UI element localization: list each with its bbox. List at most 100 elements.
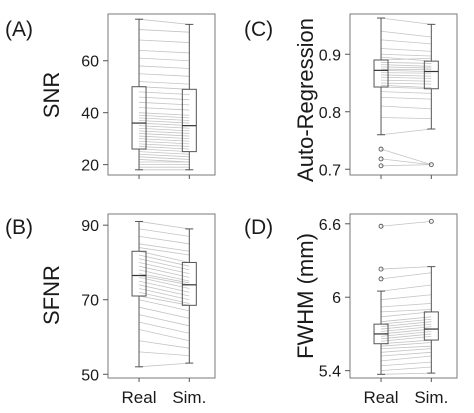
chart-2-ytick-label-2: 90: [81, 218, 99, 235]
chart-2-pair-line-8: [138, 262, 190, 275]
chart-2-pair-line-3: [138, 243, 190, 252]
chart-1-pair-line-18: [381, 86, 432, 90]
chart-0-pair-line-7: [139, 151, 190, 155]
chart-3-pair-line-6: [381, 309, 432, 313]
chart-3-pair-line-12: [380, 326, 432, 332]
chart-2-box-sim-iqr: [181, 261, 197, 306]
chart-2-pair-line-26: [139, 362, 190, 368]
chart-0-ytick-label-0: 20: [81, 158, 99, 175]
chart-3-pair-line-13: [380, 328, 432, 335]
chart-0-box-real-iqr: [131, 86, 147, 150]
chart-3-pair-line-15: [380, 333, 432, 340]
chart-2-panel-label: (B): [5, 216, 33, 239]
chart-2-ytick-label-0: 50: [81, 367, 99, 384]
chart-2-plot-frame: [107, 213, 216, 379]
chart-2-pair-line-22: [138, 321, 190, 334]
chart-1-ylabel: Auto-Regression: [293, 18, 318, 182]
chart-0-panel-label: (A): [5, 18, 33, 41]
chart-0-pair-line-22: [139, 112, 190, 116]
chart-0-pair-line-21: [139, 114, 190, 119]
chart-0-pair-line-24: [139, 101, 190, 106]
chart-1-pair-line-13: [381, 74, 432, 77]
chart-2-pair-line-6: [138, 254, 190, 267]
chart-0-pair-line-14: [139, 133, 190, 137]
chart-1-pair-line-10: [381, 68, 432, 71]
chart-3-ytick-label-1: 6: [332, 290, 341, 307]
chart-3-pair-line-5: [381, 302, 432, 308]
chart-2-xlabel-1: Sim.: [172, 388, 206, 407]
chart-0-pair-line-35: [138, 18, 190, 25]
chart-2-pair-line-18: [138, 295, 190, 306]
chart-0-pair-line-19: [139, 120, 190, 124]
chart-0-pair-line-16: [139, 127, 190, 132]
chart-1-pair-line-12: [381, 72, 432, 74]
chart-2-pair-line-16: [138, 288, 190, 301]
chart-3-box-sim-iqr: [423, 311, 439, 341]
chart-0-pair-line-33: [139, 39, 190, 43]
chart-3-panel-label: (D): [244, 216, 273, 239]
chart-0-pair-line-17: [139, 125, 190, 129]
chart-0-pair-line-29: [139, 73, 190, 77]
chart-0-pair-line-23: [139, 107, 190, 111]
chart-0-pair-line-31: [139, 57, 190, 62]
chart-1-pair-line-8: [381, 64, 432, 67]
chart-3-pair-line-11: [380, 323, 432, 330]
chart-2-pair-line-7: [138, 258, 190, 271]
chart-3-pair-line-21: [381, 351, 432, 357]
chart-1-pair-line-11: [381, 69, 432, 72]
chart-1-pair-line-14: [381, 76, 432, 79]
chart-1-box-real-outlier-1: [378, 156, 384, 162]
chart-0-pair-line-20: [139, 117, 190, 121]
chart-3-ytick-label-2: 6.6: [319, 217, 341, 234]
chart-0-pair-line-4: [139, 159, 190, 163]
chart-1-pair-line-20: [381, 96, 432, 100]
chart-1-pair-line-19: [381, 91, 432, 94]
chart-0-pair-line-25: [139, 96, 190, 101]
chart-1-pair-line-9: [381, 66, 432, 69]
chart-3-box-real-outlier-1: [378, 266, 384, 272]
chart-0-plot-frame: [107, 13, 216, 176]
chart-0-pair-line-26: [139, 91, 190, 95]
chart-2-pair-line-25: [139, 351, 190, 357]
chart-3-pair-line-10: [380, 321, 432, 327]
chart-3-plot-frame: [349, 213, 458, 379]
chart-1-box-real-outlier-0: [378, 146, 384, 152]
chart-3-pair-line-17: [381, 339, 432, 345]
chart-0-pair-line-6: [139, 153, 190, 158]
chart-0-pair-line-13: [139, 135, 190, 140]
chart-3-pair-line-1: [381, 266, 432, 270]
chart-3-pair-line-19: [381, 345, 432, 350]
chart-1-pair-line-16: [381, 82, 432, 85]
chart-3-pair-line-20: [381, 348, 432, 353]
chart-1-plot-frame: [349, 13, 458, 176]
chart-1-pair-line-22: [381, 117, 432, 120]
chart-3-pair-line-16: [380, 335, 432, 342]
chart-3-pair-line-9: [380, 318, 432, 325]
chart-1-pair-line-6: [381, 57, 432, 61]
chart-3-pair-line-14: [380, 331, 432, 337]
chart-3-pair-line-3: [380, 284, 432, 292]
chart-3-pair-line-0: [380, 220, 432, 227]
chart-1-pair-line-26: [381, 164, 432, 167]
chart-3-pair-line-18: [381, 342, 432, 347]
chart-1-pair-line-1: [380, 30, 432, 38]
chart-1-pair-line-4: [381, 53, 432, 57]
chart-2-pair-line-4: [138, 247, 190, 256]
chart-1-pair-line-3: [381, 48, 432, 52]
chart-3-pair-line-25: [381, 372, 432, 375]
chart-2-pair-line-21: [138, 314, 190, 327]
chart-0-pair-line-5: [139, 156, 190, 160]
chart-2-pair-line-15: [138, 284, 190, 297]
chart-2-ylabel: SFNR: [39, 265, 64, 325]
chart-1-pair-line-0: [380, 17, 432, 25]
chart-0-pair-line-12: [139, 138, 190, 142]
chart-1-panel-label: (C): [244, 18, 273, 41]
chart-2-pair-line-19: [138, 299, 190, 312]
chart-0-pair-line-8: [139, 148, 190, 153]
chart-1-pair-line-17: [381, 84, 432, 88]
chart-0-pair-line-18: [139, 122, 190, 127]
chart-2-pair-line-17: [138, 291, 190, 304]
chart-0-pair-line-32: [139, 49, 190, 54]
chart-1-pair-line-2: [380, 39, 432, 45]
chart-2-xlabel-0: Real: [122, 388, 157, 407]
